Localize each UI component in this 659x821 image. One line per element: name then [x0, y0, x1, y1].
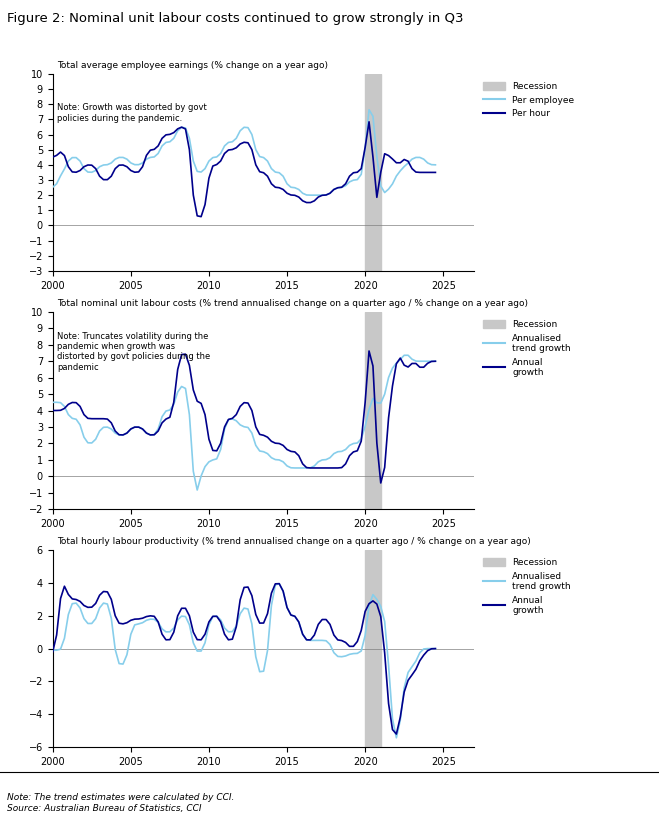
Legend: Recession, Annualised
trend growth, Annual
growth: Recession, Annualised trend growth, Annu… [479, 554, 575, 619]
Text: Total nominal unit labour costs (% trend annualised change on a quarter ago / % : Total nominal unit labour costs (% trend… [57, 299, 528, 308]
Text: Total hourly labour productivity (% trend annualised change on a quarter ago / %: Total hourly labour productivity (% tren… [57, 537, 530, 546]
Legend: Recession, Per employee, Per hour: Recession, Per employee, Per hour [479, 78, 578, 122]
Bar [365, 550, 381, 747]
Legend: Recession, Annualised
trend growth, Annual
growth: Recession, Annualised trend growth, Annu… [479, 316, 575, 381]
Text: Figure 2: Nominal unit labour costs continued to grow strongly in Q3: Figure 2: Nominal unit labour costs cont… [7, 12, 463, 25]
Text: Note: Truncates volatility during the
pandemic when growth was
distorted by govt: Note: Truncates volatility during the pa… [57, 332, 210, 372]
Text: Note: The trend estimates were calculated by CCI.
Source: Australian Bureau of S: Note: The trend estimates were calculate… [7, 793, 234, 813]
Text: Total average employee earnings (% change on a year ago): Total average employee earnings (% chang… [57, 61, 328, 70]
Text: Note: Growth was distorted by govt
policies during the pandemic.: Note: Growth was distorted by govt polic… [57, 103, 207, 123]
Bar [365, 74, 381, 271]
Bar [365, 312, 381, 509]
